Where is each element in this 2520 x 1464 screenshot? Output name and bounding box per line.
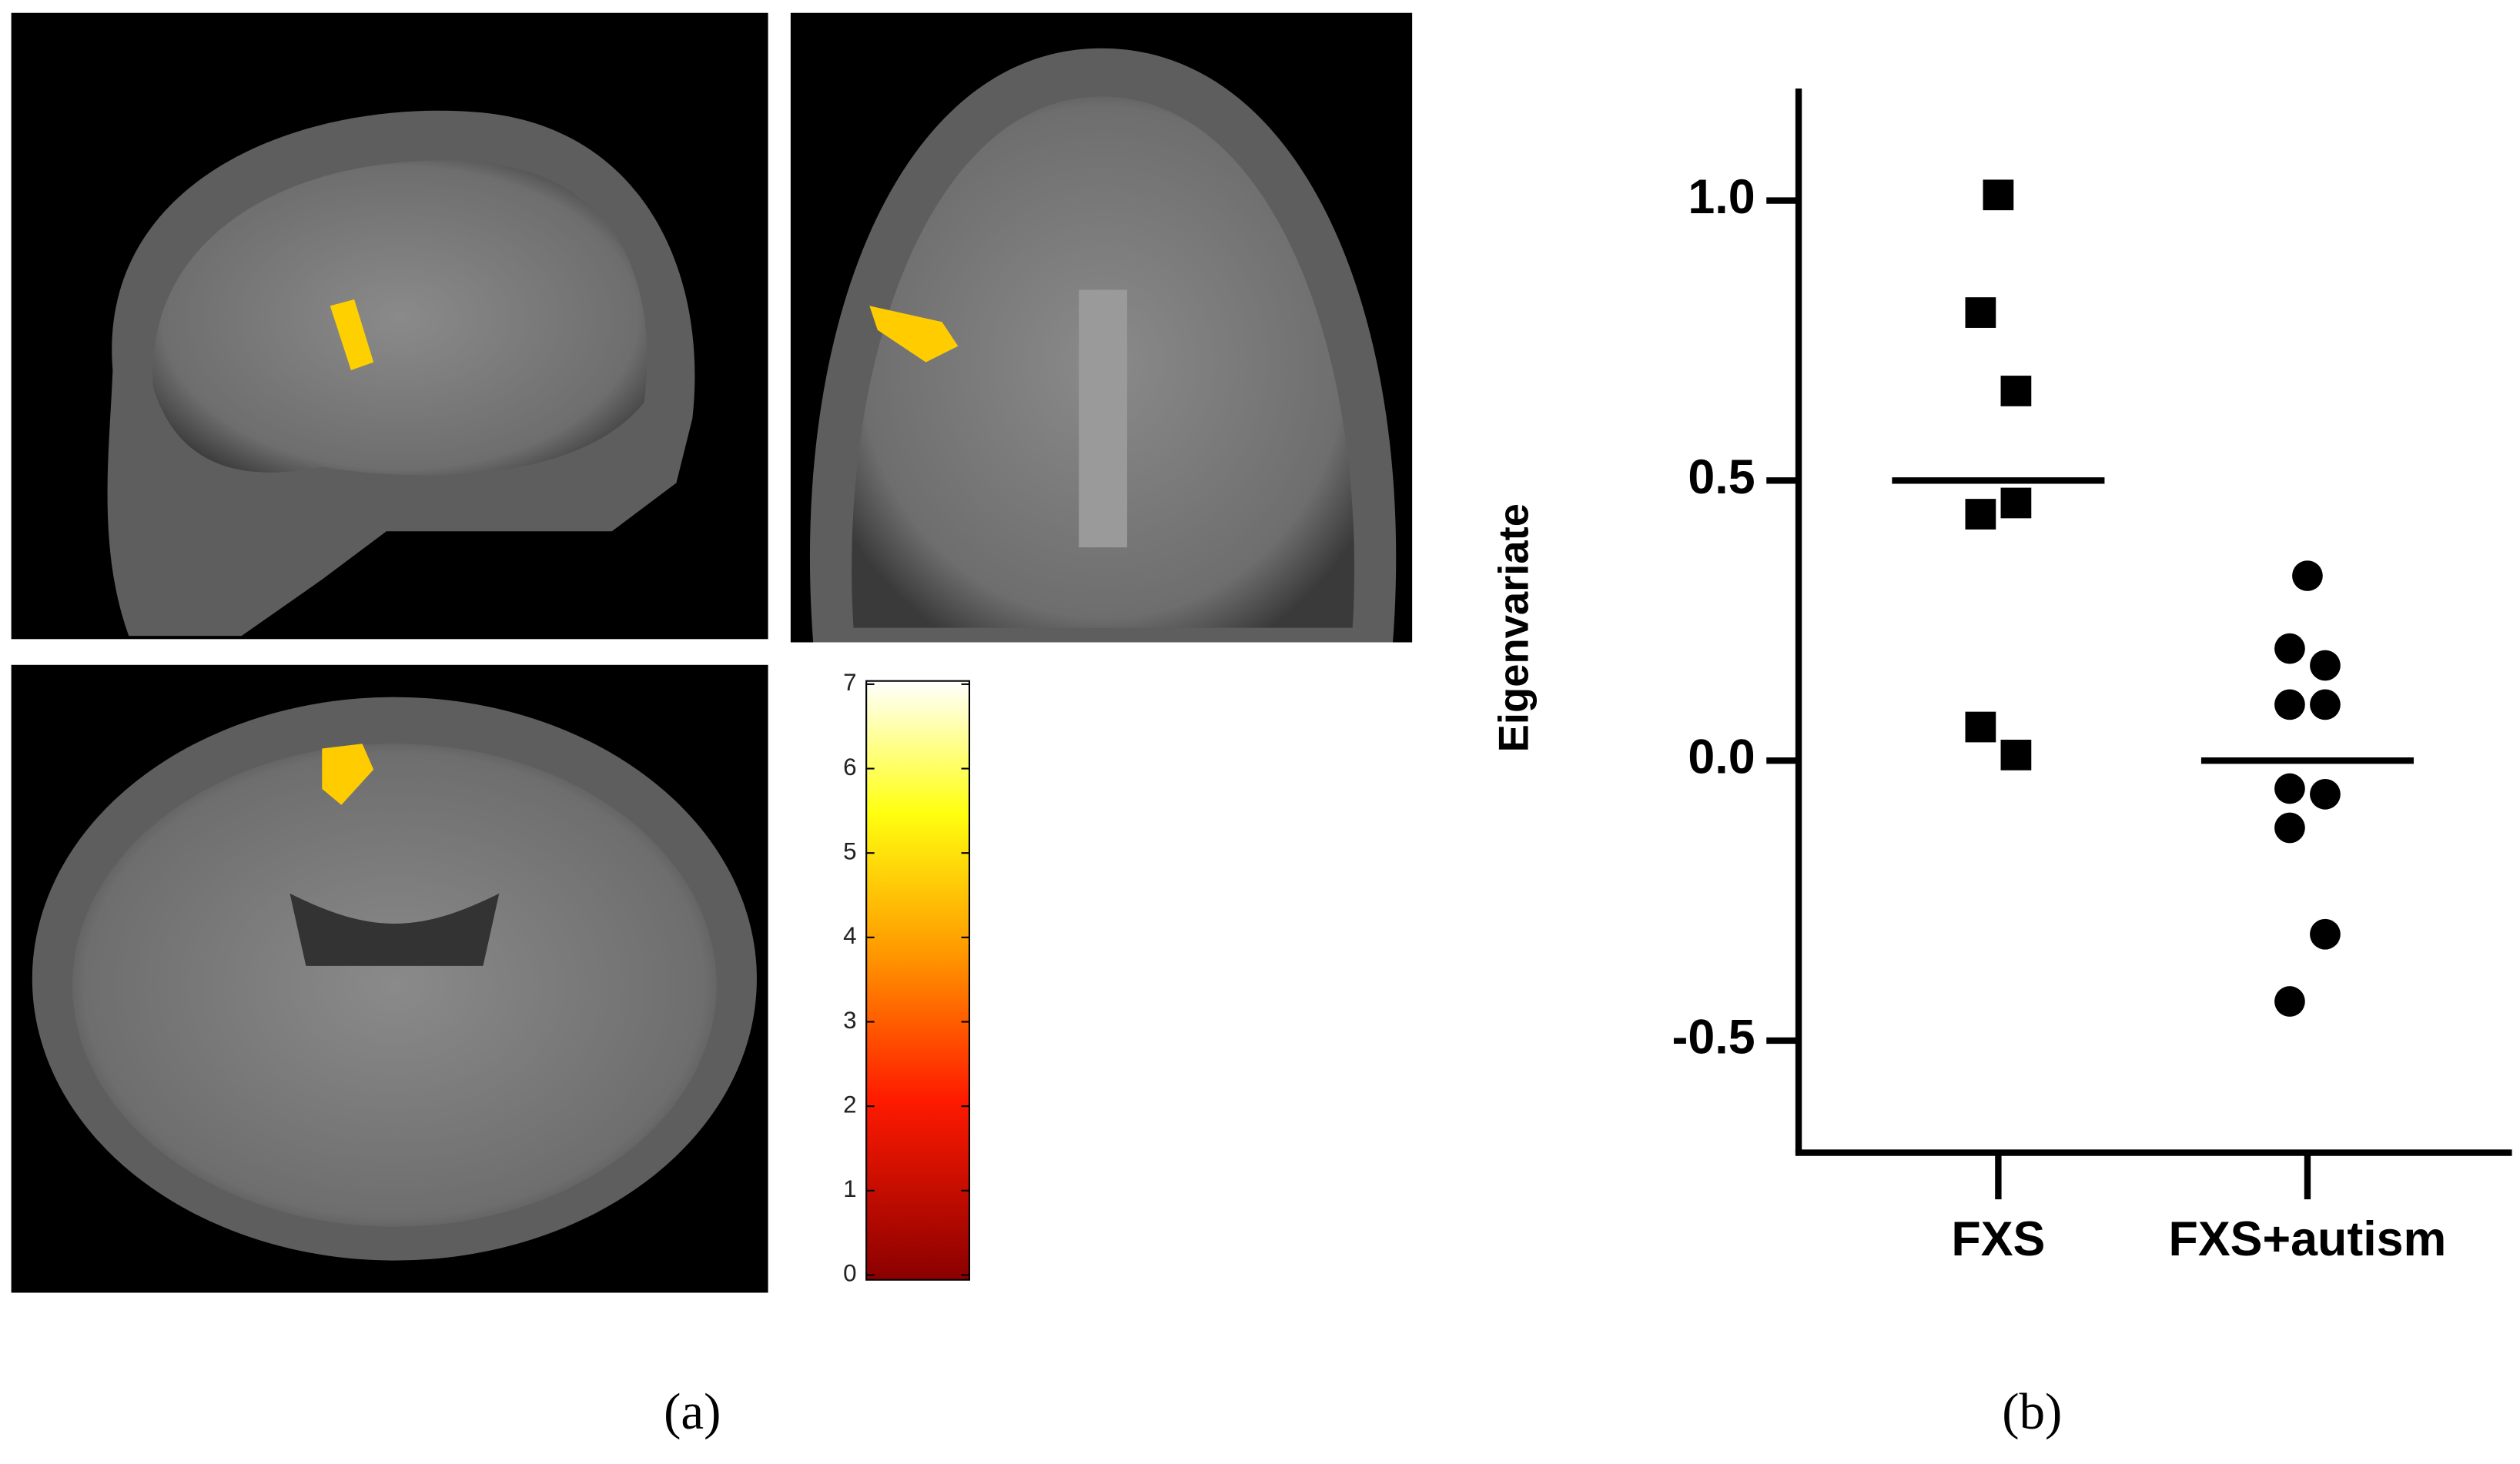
point: [2292, 560, 2323, 591]
point: [2000, 376, 2032, 406]
sagittal-image: [11, 12, 768, 640]
point: [2274, 812, 2305, 844]
point: [2310, 689, 2341, 720]
colorbar: 0 1 2 3 4 5 6 7 (a): [664, 669, 971, 1440]
y-tick-label: 0.0: [1688, 730, 1755, 784]
y-tick-label: -0.5: [1672, 1011, 1755, 1065]
tick-label: 3: [843, 1007, 856, 1034]
tick-label: 7: [843, 669, 856, 696]
colorbar-fill: [865, 680, 971, 1281]
strip-plot: Eigenvariate -0.5 0.0 0.5 1.0 FXS FXS+autism (…: [1490, 89, 2512, 1440]
point: [2310, 650, 2341, 681]
x-tick-label: FXS: [1951, 1212, 2045, 1266]
coronal-image: [790, 12, 1413, 643]
y-axis-title: Eigenvariate: [1490, 503, 1537, 752]
y-tick-label: 0.5: [1688, 450, 1755, 504]
tick-label: 6: [843, 754, 856, 780]
tick-label: 1: [843, 1175, 856, 1202]
point: [2274, 689, 2305, 720]
point: [2310, 778, 2341, 810]
point: [1983, 179, 2014, 211]
y-tick-label: 1.0: [1688, 170, 1755, 224]
caption: (b): [2002, 1383, 2062, 1440]
point: [2000, 740, 2032, 770]
point: [2274, 986, 2305, 1017]
tick-label: 4: [843, 922, 856, 949]
point: [1965, 297, 1996, 328]
tick-label: 2: [843, 1091, 856, 1118]
axial-image: [11, 664, 768, 1293]
x-tick-label: FXS+autism: [2169, 1212, 2447, 1266]
point: [2000, 487, 2032, 519]
point: [1965, 711, 1996, 743]
point: [2274, 773, 2305, 804]
tick-label: 5: [843, 837, 856, 864]
tick-label: 0: [843, 1260, 856, 1287]
point: [1965, 499, 1996, 530]
caption: (a): [664, 1383, 721, 1440]
point: [2310, 918, 2341, 950]
point: [2274, 633, 2305, 664]
